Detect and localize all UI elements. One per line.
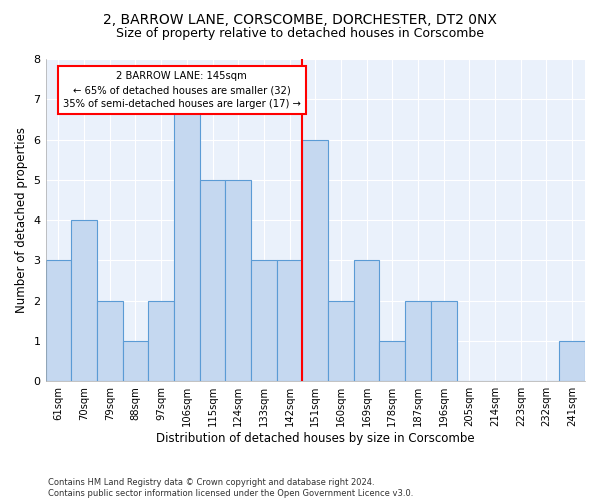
X-axis label: Distribution of detached houses by size in Corscombe: Distribution of detached houses by size …	[156, 432, 475, 445]
Bar	[200, 180, 226, 381]
Bar	[431, 300, 457, 381]
Bar	[46, 260, 71, 381]
Y-axis label: Number of detached properties: Number of detached properties	[15, 127, 28, 313]
Bar	[559, 341, 585, 381]
Bar	[277, 260, 302, 381]
Bar	[71, 220, 97, 381]
Bar	[148, 300, 174, 381]
Bar	[122, 341, 148, 381]
Text: Size of property relative to detached houses in Corscombe: Size of property relative to detached ho…	[116, 28, 484, 40]
Bar	[174, 100, 200, 381]
Bar	[379, 341, 405, 381]
Bar	[328, 300, 354, 381]
Text: 2 BARROW LANE: 145sqm
← 65% of detached houses are smaller (32)
35% of semi-deta: 2 BARROW LANE: 145sqm ← 65% of detached …	[63, 71, 301, 109]
Bar	[354, 260, 379, 381]
Bar	[97, 300, 122, 381]
Text: 2, BARROW LANE, CORSCOMBE, DORCHESTER, DT2 0NX: 2, BARROW LANE, CORSCOMBE, DORCHESTER, D…	[103, 12, 497, 26]
Bar	[251, 260, 277, 381]
Bar	[226, 180, 251, 381]
Text: Contains HM Land Registry data © Crown copyright and database right 2024.
Contai: Contains HM Land Registry data © Crown c…	[48, 478, 413, 498]
Bar	[405, 300, 431, 381]
Bar	[302, 140, 328, 381]
